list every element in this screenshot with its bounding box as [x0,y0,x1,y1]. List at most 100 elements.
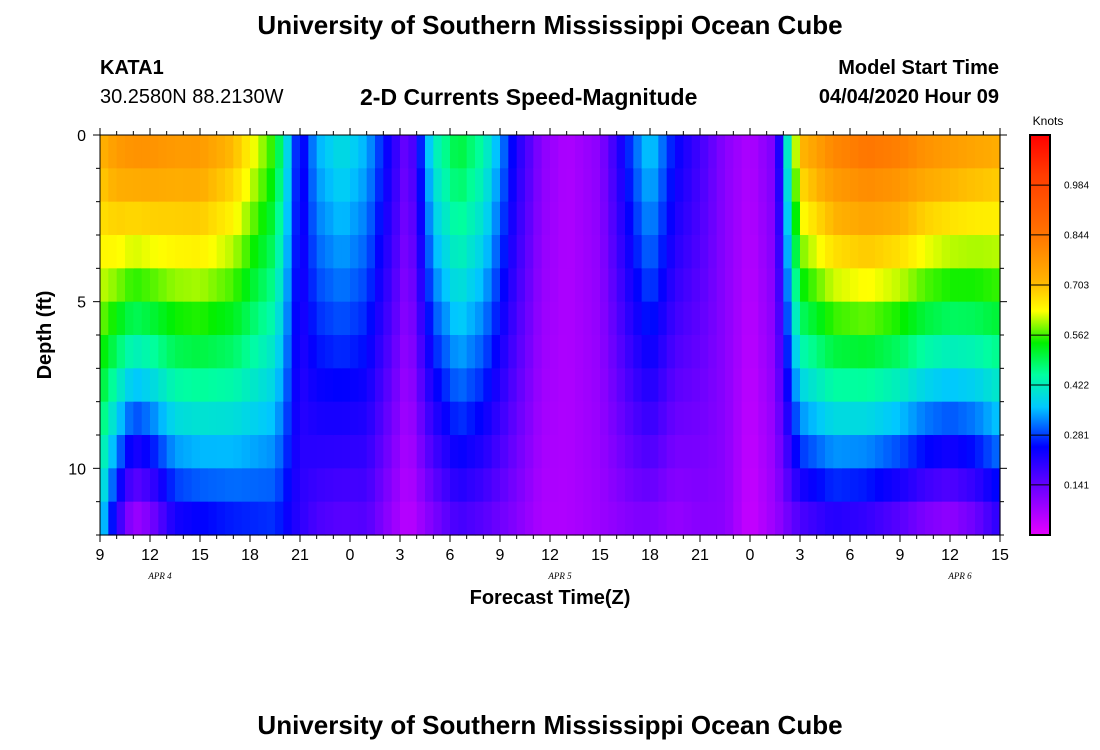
heatmap-cell [716,468,726,503]
heatmap-cell [925,435,934,469]
heatmap-cell [608,501,618,536]
heatmap-cell [858,168,868,203]
heatmap-cell [716,201,726,236]
chart-subtitle: 2-D Currents Speed-Magnitude [360,84,698,110]
heatmap-cell [150,135,159,169]
heatmap-cell [308,235,318,269]
heatmap-cell [533,135,543,169]
heatmap-cell [375,435,384,469]
heatmap-cell [691,135,701,169]
heatmap-cell [333,135,343,169]
heatmap-cell [800,335,809,369]
heatmap-cell [708,201,718,236]
heatmap-cell [516,168,526,203]
heatmap-cell [566,335,576,369]
heatmap-cell [408,168,418,203]
heatmap-cell [633,268,643,303]
heatmap-cell [200,435,209,469]
heatmap-cell [950,235,959,269]
heatmap-cell [883,335,893,369]
heatmap-cell [241,435,251,469]
heatmap-cell [333,468,343,503]
heatmap-cell [525,301,534,336]
heatmap-cell [233,435,243,469]
heatmap-cell [658,201,668,236]
heatmap-cell [916,168,926,203]
heatmap-cell [833,435,843,469]
heatmap-cell [408,368,418,403]
heatmap-cell [125,335,134,369]
heatmap-cell [875,201,884,236]
heatmap-cell [725,135,734,169]
heatmap-cell [708,268,718,303]
heatmap-cell [641,435,651,469]
heatmap-cell [791,435,801,469]
heatmap-cell [883,235,893,269]
heatmap-cell [916,268,926,303]
heatmap-cell [841,468,851,503]
heatmap-cell [358,501,368,536]
heatmap-cell [916,368,926,403]
heatmap-cell [833,335,843,369]
heatmap-cell [683,301,693,336]
heatmap-cell [708,501,718,536]
heatmap-cell [283,368,293,403]
heatmap-cell [991,301,1001,336]
heatmap-cell [100,468,109,503]
heatmap-cell [666,401,676,436]
colorbar-tick-label: 0.984 [1064,181,1089,192]
heatmap-cell [941,401,951,436]
heatmap-cell [433,235,443,269]
heatmap-cell [666,268,676,303]
heatmap-cell [275,268,284,303]
heatmap-cell [408,235,418,269]
heatmap-cell [958,501,968,536]
heatmap-cell [808,201,818,236]
heatmap-cell [366,268,376,303]
heatmap-cell [266,435,276,469]
heatmap-cell [558,301,568,336]
heatmap-cell [466,501,476,536]
heatmap-cell [133,401,143,436]
heatmap-cell [591,335,601,369]
heatmap-cell [433,368,443,403]
heatmap-cell [391,435,401,469]
heatmap-cell [325,135,334,169]
heatmap-cell [258,501,268,536]
heatmap-cell [758,301,768,336]
heatmap-cell [650,435,659,469]
x-tick-label: 0 [346,547,355,564]
heatmap-cell [908,335,918,369]
heatmap-cell [491,268,501,303]
heatmap-cell [758,335,768,369]
heatmap-cell [800,301,809,336]
heatmap-cell [791,301,801,336]
heatmap-cell [925,268,934,303]
heatmap-cell [716,235,726,269]
heatmap-cell [741,335,751,369]
model-start-label: Model Start Time [838,57,999,79]
heatmap-cell [141,135,151,169]
heatmap-cell [508,368,518,403]
heatmap-cell [475,468,484,503]
heatmap-cell [466,401,476,436]
heatmap-cell [358,335,368,369]
heatmap-cell [308,368,318,403]
heatmap-cell [208,201,218,236]
heatmap-cell [425,468,434,503]
heatmap-cell [591,401,601,436]
heatmap-cell [875,435,884,469]
heatmap-cell [158,401,168,436]
heatmap-cell [841,368,851,403]
heatmap-cell [725,268,734,303]
heatmap-cell [991,501,1001,536]
heatmap-cell [991,335,1001,369]
heatmap-cell [566,368,576,403]
heatmap-cell [450,301,459,336]
heatmap-cell [466,301,476,336]
heatmap-cell [533,435,543,469]
heatmap-cell [275,368,284,403]
heatmap-cell [500,301,509,336]
heatmap-cell [933,268,943,303]
heatmap-cell [558,335,568,369]
